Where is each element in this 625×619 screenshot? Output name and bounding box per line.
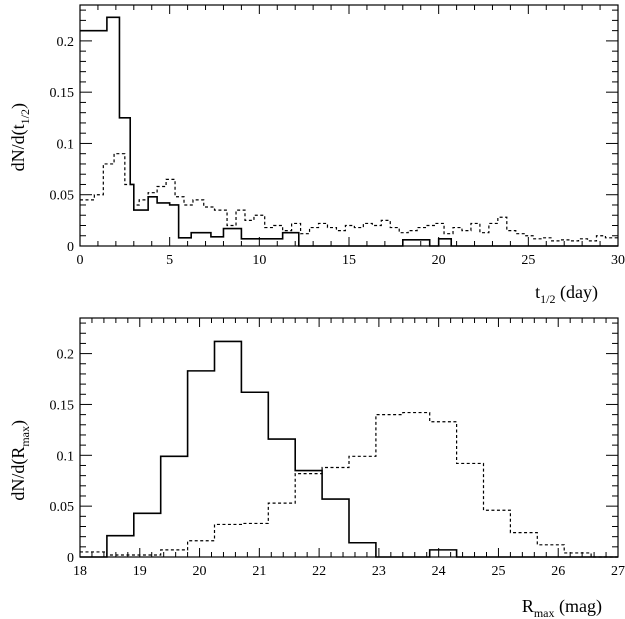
y-tick-label: 0.1	[57, 137, 75, 152]
x-tick-label: 23	[372, 564, 386, 579]
x-tick-label: 30	[611, 253, 625, 268]
series-solid-line	[80, 340, 618, 558]
x-axis-title: Rmax (mag)	[522, 596, 602, 619]
y-tick-label: 0.15	[50, 86, 75, 101]
x-tick-label: 10	[252, 253, 266, 268]
x-tick-label: 21	[252, 564, 266, 579]
x-tick-label: 20	[193, 564, 207, 579]
y-tick-label: 0.2	[57, 348, 75, 363]
y-tick-label: 0.05	[50, 189, 75, 204]
x-tick-label: 27	[611, 564, 625, 579]
x-tick-label: 25	[521, 253, 535, 268]
series-solid-line	[80, 16, 618, 247]
x-tick-label: 25	[491, 564, 505, 579]
panel-bottom: 18 19 20 21 22 23 24 25 26 27 0 0.05 0.1 0.15 0.2 Rmax …	[8, 317, 625, 619]
x-tick-label: 18	[73, 564, 87, 579]
x-tick-label: 15	[342, 253, 356, 268]
y-tick-label: 0.05	[50, 500, 75, 515]
x-tick-label: 19	[133, 564, 147, 579]
y-tick-label: 0.15	[50, 398, 75, 413]
plot-frame	[79, 317, 619, 558]
x-tick-label: 24	[432, 564, 446, 579]
x-axis-title: t1/2 (day)	[535, 282, 598, 306]
x-tick-label: 22	[312, 564, 326, 579]
x-tick-label: 5	[166, 253, 173, 268]
y-axis-title: dN/d(Rmax)	[8, 420, 32, 501]
y-axis-title: dN/d(t1/2)	[8, 103, 32, 171]
panel-top: 0 5 10 15 20 25 30 0 0.05 0.1 0.15 0.2 t1/2 (day) dN/…	[8, 4, 625, 306]
y-tick-label: 0.1	[57, 449, 75, 464]
y-tick-label: 0	[67, 240, 74, 255]
x-tick-label: 0	[77, 253, 84, 268]
x-tick-label: 20	[432, 253, 446, 268]
y-tick-label: 0.2	[57, 35, 75, 50]
y-tick-label: 0	[67, 551, 74, 566]
plot-frame	[79, 4, 619, 247]
series-dashed-line	[80, 411, 618, 558]
x-tick-label: 26	[551, 564, 565, 579]
series-dashed-line	[80, 153, 618, 242]
